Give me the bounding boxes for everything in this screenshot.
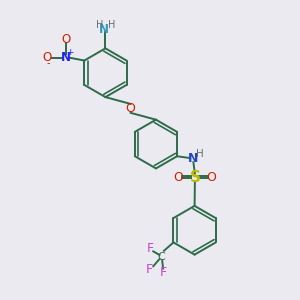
Text: -: -	[47, 58, 50, 68]
Text: C: C	[158, 252, 166, 262]
Text: O: O	[174, 171, 184, 184]
Text: H: H	[196, 149, 204, 159]
Text: H: H	[96, 20, 103, 30]
Text: F: F	[147, 242, 154, 256]
Text: O: O	[126, 102, 136, 115]
Text: O: O	[42, 51, 51, 64]
Text: N: N	[61, 51, 71, 64]
Text: +: +	[66, 48, 74, 57]
Text: F: F	[160, 266, 167, 279]
Text: N: N	[99, 22, 109, 35]
Text: F: F	[146, 263, 153, 276]
Text: H: H	[108, 20, 115, 30]
Text: N: N	[188, 152, 199, 165]
Text: S: S	[189, 170, 200, 185]
Text: O: O	[61, 33, 70, 46]
Text: O: O	[206, 171, 216, 184]
